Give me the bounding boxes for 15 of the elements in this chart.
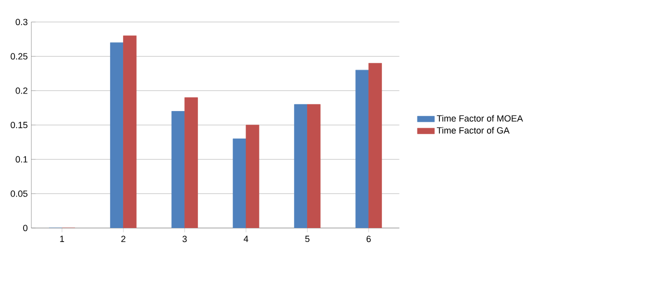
x-tick-label: 1: [60, 236, 64, 242]
y-tick-label: 0.2: [16, 87, 28, 94]
y-tick-label: 0: [23, 224, 28, 232]
y-tick-label: 0.15: [10, 122, 28, 128]
y-tick-label: 0.25: [10, 53, 28, 60]
x-tick-label: 5: [305, 236, 310, 242]
y-tick-label: 0.3: [16, 18, 28, 26]
legend-label: Time Factor of GA: [436, 126, 510, 134]
x-tick-label: 6: [366, 236, 371, 242]
x-tick-label: 4: [244, 236, 248, 242]
y-tick-label: 0.1: [16, 156, 28, 163]
x-tick-label: 3: [182, 236, 187, 242]
y-tick-label: 0.05: [10, 190, 28, 197]
x-tick-label: 2: [121, 236, 126, 242]
legend-label: Time Factor of MOEA: [436, 115, 523, 122]
